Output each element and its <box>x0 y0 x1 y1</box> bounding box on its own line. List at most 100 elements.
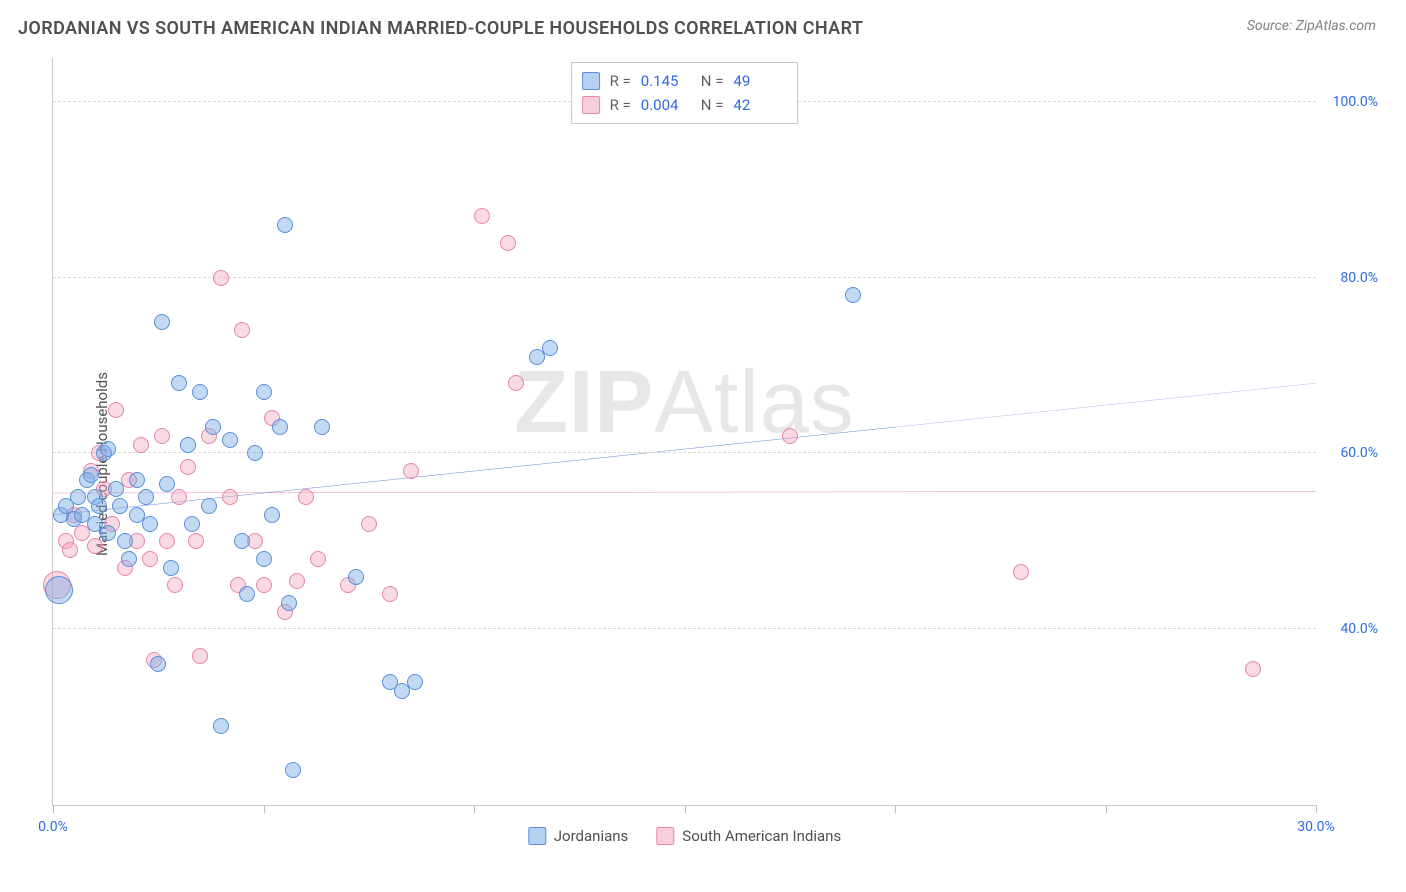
data-point <box>247 445 263 461</box>
data-point <box>159 533 175 549</box>
y-tick-label: 60.0% <box>1340 445 1378 461</box>
x-tick <box>53 805 54 813</box>
y-tick-label: 80.0% <box>1340 270 1378 286</box>
data-point <box>407 674 423 690</box>
x-tick <box>264 805 265 813</box>
legend-swatch <box>582 72 600 90</box>
data-point <box>298 489 314 505</box>
data-point <box>100 525 116 541</box>
data-point <box>62 542 78 558</box>
r-label: R = <box>610 93 631 117</box>
data-point <box>142 551 158 567</box>
watermark: ZIPAtlas <box>514 351 855 453</box>
data-point <box>201 498 217 514</box>
n-value: 42 <box>733 93 783 117</box>
r-value: 0.145 <box>641 69 691 93</box>
data-point <box>117 533 133 549</box>
data-point <box>154 428 170 444</box>
data-point <box>1245 661 1261 677</box>
data-point <box>310 551 326 567</box>
data-point <box>70 489 86 505</box>
data-point <box>256 384 272 400</box>
r-value: 0.004 <box>641 93 691 117</box>
data-point <box>382 586 398 602</box>
data-point <box>542 340 558 356</box>
x-tick <box>685 805 686 813</box>
data-point <box>289 573 305 589</box>
data-point <box>180 459 196 475</box>
data-point <box>222 489 238 505</box>
x-tick-label: 0.0% <box>38 819 68 835</box>
data-point <box>403 463 419 479</box>
data-point <box>184 516 200 532</box>
data-point <box>285 762 301 778</box>
legend-label: Jordanians <box>554 827 629 845</box>
data-point <box>256 577 272 593</box>
data-point <box>213 270 229 286</box>
data-point <box>121 551 137 567</box>
data-point <box>133 437 149 453</box>
n-label: N = <box>701 93 724 117</box>
data-point <box>500 235 516 251</box>
data-point <box>192 384 208 400</box>
data-point <box>192 648 208 664</box>
data-point <box>205 419 221 435</box>
data-point <box>314 419 330 435</box>
data-point <box>234 322 250 338</box>
trend-lines <box>53 58 1316 805</box>
data-point <box>150 656 166 672</box>
data-point <box>138 489 154 505</box>
x-tick <box>1106 805 1107 813</box>
gridline <box>53 628 1316 629</box>
data-point <box>142 516 158 532</box>
data-point <box>348 569 364 585</box>
x-tick-label: 30.0% <box>1297 819 1335 835</box>
x-tick <box>1316 805 1317 813</box>
data-point <box>1013 564 1029 580</box>
data-point <box>239 586 255 602</box>
data-point <box>234 533 250 549</box>
legend-item: South American Indians <box>656 827 841 845</box>
plot-area: ZIPAtlas R =0.145N =49R =0.004N =42 Jord… <box>52 58 1316 806</box>
data-point <box>167 577 183 593</box>
data-point <box>188 533 204 549</box>
data-point <box>782 428 798 444</box>
data-point <box>264 507 280 523</box>
n-value: 49 <box>733 69 783 93</box>
legend-item: Jordanians <box>528 827 629 845</box>
data-point <box>256 551 272 567</box>
data-point <box>154 314 170 330</box>
data-point <box>281 595 297 611</box>
data-point <box>272 419 288 435</box>
y-tick-label: 40.0% <box>1340 621 1378 637</box>
data-point <box>100 441 116 457</box>
chart-title: JORDANIAN VS SOUTH AMERICAN INDIAN MARRI… <box>18 18 863 39</box>
y-tick-label: 100.0% <box>1333 94 1378 110</box>
data-point <box>171 489 187 505</box>
data-point <box>91 498 107 514</box>
data-point <box>159 476 175 492</box>
data-point <box>361 516 377 532</box>
data-point <box>83 467 99 483</box>
data-point <box>213 718 229 734</box>
data-point <box>108 481 124 497</box>
data-point <box>129 472 145 488</box>
data-point <box>87 538 103 554</box>
gridline <box>53 452 1316 453</box>
series-legend: Jordanians South American Indians <box>528 827 841 845</box>
x-tick <box>474 805 475 813</box>
gridline <box>53 277 1316 278</box>
r-label: R = <box>610 69 631 93</box>
correlation-row: R = 0.145 N = 49 <box>582 69 784 93</box>
n-label: N = <box>701 69 724 93</box>
data-point <box>112 498 128 514</box>
correlation-box: R = 0.145 N = 49 R = 0.004 N = 42 <box>571 62 799 124</box>
x-tick <box>895 805 896 813</box>
data-point <box>171 375 187 391</box>
correlation-row: R = 0.004 N = 42 <box>582 93 784 117</box>
data-point <box>222 432 238 448</box>
data-point <box>163 560 179 576</box>
data-point <box>845 287 861 303</box>
chart-container: Married-couple Households ZIPAtlas R =0.… <box>18 58 1386 870</box>
data-point <box>45 576 73 604</box>
